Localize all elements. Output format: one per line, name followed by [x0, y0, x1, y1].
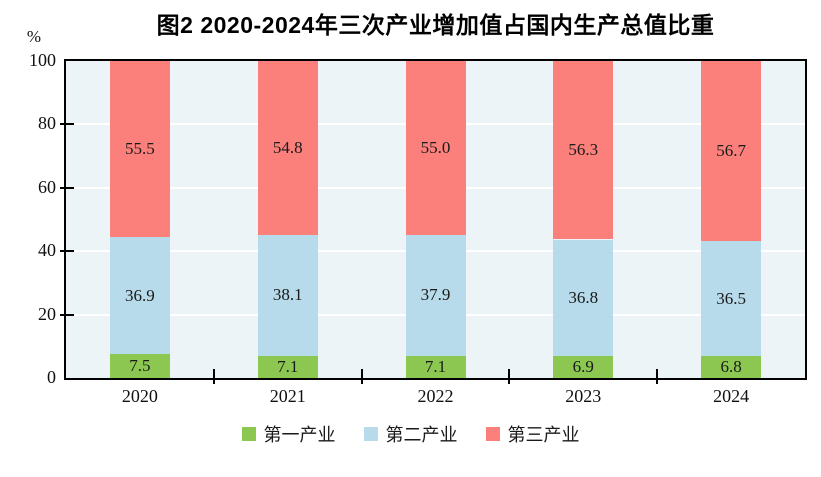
bar-value-label: 55.0 [420, 138, 451, 158]
legend-item-第一产业: 第一产业 [241, 421, 336, 447]
bar-value-label: 54.8 [272, 137, 303, 157]
bar-value-label: 6.9 [572, 357, 594, 377]
y-axis-label-40: 40 [38, 240, 56, 261]
bar-value-label: 37.9 [420, 285, 451, 305]
legend-item-第二产业: 第二产业 [363, 421, 458, 447]
y-axis-label-0: 0 [47, 367, 56, 387]
bar-value-label: 56.3 [568, 140, 599, 160]
legend-label: 第二产业 [385, 425, 458, 445]
legend-item-第三产业: 第三产业 [485, 421, 580, 447]
y-axis-tick-40 [60, 250, 74, 253]
x-axis-label-2023: 2023 [565, 386, 602, 406]
x-axis-tick-4 [656, 369, 659, 384]
legend-label: 第一产业 [263, 425, 336, 445]
y-axis-unit-label: % [26, 27, 42, 46]
bar-value-label: 56.7 [716, 140, 746, 160]
bar-segment-2023-第二产业: 36.8 [553, 239, 614, 357]
y-axis-tick-20 [60, 313, 74, 316]
legend-label: 第三产业 [507, 425, 580, 445]
y-axis-label-20: 20 [38, 303, 56, 324]
legend-swatch-icon [363, 427, 378, 441]
y-axis-tick-80 [60, 123, 74, 126]
x-axis-label-2021: 2021 [269, 386, 306, 406]
bar-value-label: 55.5 [125, 139, 155, 159]
legend-swatch-icon [485, 427, 500, 441]
bar-segment-2021-第二产业: 38.1 [257, 234, 318, 356]
bar-segment-2023-第一产业: 6.9 [553, 356, 614, 378]
bar-value-label: 7.5 [129, 356, 151, 376]
y-axis-label-60: 60 [38, 176, 56, 197]
bar-value-label: 36.9 [125, 285, 155, 305]
bar-segment-2024-第二产业: 36.5 [701, 240, 762, 357]
bar-value-label: 7.1 [277, 356, 299, 376]
bar-segment-2022-第二产业: 37.9 [405, 235, 466, 356]
y-axis-tick-60 [60, 186, 74, 189]
bar-segment-2020-第三产业: 55.5 [109, 61, 170, 238]
bar-value-label: 36.5 [716, 288, 746, 308]
bar-value-label: 6.8 [720, 357, 742, 377]
bar-value-label: 38.1 [272, 285, 303, 305]
x-axis-tick-2 [360, 369, 363, 384]
y-axis-label-80: 80 [38, 113, 56, 134]
plot-area: 7.5 36.9 55.5 7.1 38.1 54.8 7.1 37.9 55.0 6.9 36.8… [60, 59, 807, 384]
bar-segment-2023-第三产业: 56.3 [553, 61, 614, 240]
chart-title: 图2 2020-2024年三次产业增加值占国内生产总值比重 [156, 12, 715, 38]
x-axis-label-2020: 2020 [121, 386, 158, 406]
bar-segment-2021-第三产业: 54.8 [257, 61, 318, 235]
bar-segment-2022-第一产业: 7.1 [405, 355, 466, 378]
bar-segment-2020-第二产业: 36.9 [109, 237, 170, 355]
y-axis-label-100: 100 [29, 50, 56, 70]
x-axis-label-2024: 2024 [713, 386, 750, 406]
x-axis-tick-1 [212, 369, 215, 384]
bar-segment-2020-第一产业: 7.5 [109, 354, 170, 378]
bar-segment-2021-第一产业: 7.1 [257, 355, 318, 378]
x-axis-tick-3 [508, 369, 511, 384]
bar-segment-2022-第三产业: 55.0 [405, 61, 466, 236]
bar-segment-2024-第三产业: 56.7 [701, 61, 762, 241]
plot-inner: 7.5 36.9 55.5 7.1 38.1 54.8 7.1 37.9 55.0 6.9 36.8… [60, 61, 805, 384]
legend: 第一产业 第二产业 第三产业 [0, 421, 821, 447]
bar-segment-2024-第一产业: 6.8 [701, 356, 762, 378]
bar-value-label: 7.1 [424, 356, 447, 376]
x-axis-label-2022: 2022 [417, 386, 454, 406]
legend-swatch-icon [241, 427, 256, 441]
bar-value-label: 36.8 [568, 287, 599, 307]
